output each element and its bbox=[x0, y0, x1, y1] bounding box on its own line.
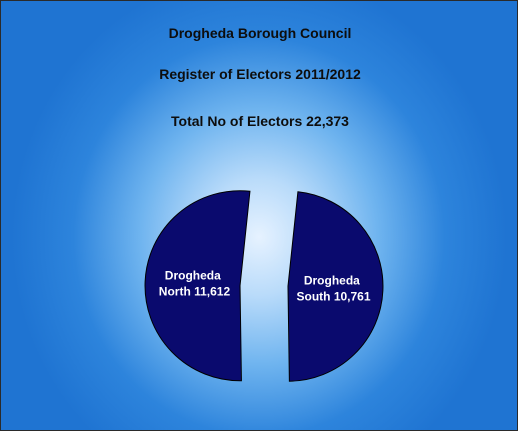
pie-label-south-line1: Drogheda bbox=[304, 273, 360, 287]
pie-label-south-line2: South 10,761 bbox=[297, 289, 371, 303]
chart-title: Drogheda Borough Council bbox=[168, 25, 352, 41]
pie-slice-drogheda-north bbox=[144, 190, 251, 382]
pie-label-drogheda-south: Drogheda South 10,761 bbox=[297, 273, 371, 303]
pie-slice-drogheda-south bbox=[287, 191, 384, 382]
chart-subtitle-total: Total No of Electors 22,373 bbox=[171, 113, 349, 129]
pie-label-drogheda-north: Drogheda North 11,612 bbox=[159, 269, 231, 299]
chart-subtitle-register: Register of Electors 2011/2012 bbox=[159, 66, 361, 82]
pie-label-north-line2: North 11,612 bbox=[159, 285, 231, 299]
pie-label-north-line1: Drogheda bbox=[165, 269, 221, 283]
